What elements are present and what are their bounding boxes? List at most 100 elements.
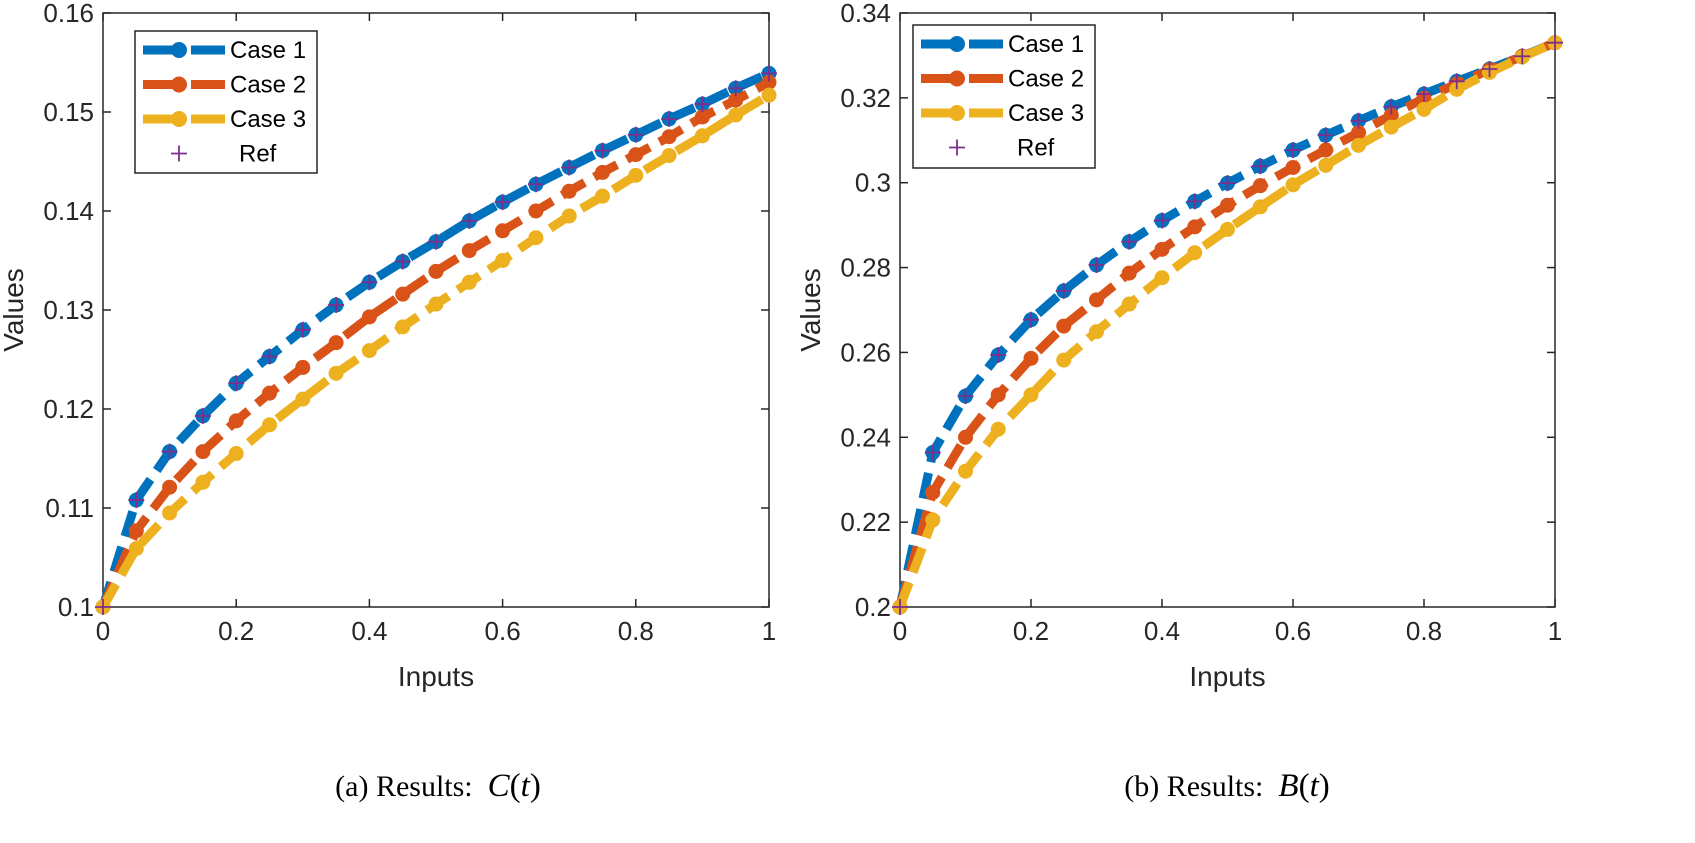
data-point-case-3 bbox=[1351, 137, 1366, 153]
data-point-case-2 bbox=[694, 109, 710, 125]
data-point-case-3 bbox=[1449, 81, 1465, 97]
data-point-ref bbox=[1252, 158, 1269, 175]
caption-argument: t bbox=[1310, 768, 1320, 804]
series-line-case-1 bbox=[98, 69, 771, 609]
data-point-ref bbox=[1186, 193, 1203, 210]
y-tick-label: 0.11 bbox=[45, 493, 94, 523]
caption-close-paren: ) bbox=[1319, 768, 1330, 804]
data-point-case-2 bbox=[1220, 197, 1235, 213]
data-point-ref bbox=[661, 110, 678, 127]
figure-caption: (a) Results: C(t) bbox=[335, 768, 541, 804]
legend-marker-case-1 bbox=[171, 42, 187, 58]
y-tick-label: 0.34 bbox=[840, 0, 891, 28]
data-point-ref bbox=[1416, 86, 1432, 103]
x-tick-label: 0.8 bbox=[1406, 616, 1442, 646]
y-tick-label: 0.15 bbox=[43, 97, 94, 127]
data-point-case-3 bbox=[1416, 101, 1432, 117]
data-point-case-2 bbox=[561, 183, 577, 199]
data-point-ref bbox=[1219, 175, 1236, 192]
data-point-case-2 bbox=[128, 523, 144, 539]
y-tick-label: 0.26 bbox=[840, 337, 891, 367]
legend-marker-case-1 bbox=[949, 36, 965, 52]
data-point-case-2 bbox=[528, 203, 544, 219]
data-point-ref bbox=[261, 348, 278, 365]
data-point-case-3 bbox=[1383, 119, 1399, 135]
data-point-case-2 bbox=[1351, 125, 1366, 141]
data-point-case-2 bbox=[1383, 107, 1399, 123]
data-point-case-2 bbox=[728, 92, 744, 108]
y-tick-label: 0.14 bbox=[43, 196, 94, 226]
data-point-ref bbox=[494, 194, 511, 211]
data-point-ref bbox=[1481, 61, 1498, 78]
data-point-case-3 bbox=[228, 446, 244, 462]
y-tick-label: 0.13 bbox=[43, 295, 94, 325]
legend-label-case-1: Case 1 bbox=[1008, 31, 1084, 58]
y-axis-label: Values bbox=[795, 268, 826, 352]
data-point-case-2 bbox=[990, 387, 1006, 403]
y-tick-label: 0.12 bbox=[43, 394, 94, 424]
caption-close-paren: ) bbox=[530, 768, 541, 804]
data-point-ref bbox=[924, 444, 941, 461]
data-point-ref bbox=[1154, 212, 1170, 229]
x-tick-label: 0 bbox=[893, 616, 907, 646]
x-tick-label: 1 bbox=[1548, 616, 1562, 646]
legend-marker-ref bbox=[171, 145, 187, 162]
data-point-ref bbox=[1448, 73, 1465, 90]
data-point-case-3 bbox=[661, 148, 677, 164]
data-point-case-2 bbox=[1318, 142, 1334, 158]
series-layer bbox=[892, 34, 1563, 615]
data-point-case-3 bbox=[990, 421, 1006, 437]
data-point-ref bbox=[394, 253, 411, 270]
data-point-case-2 bbox=[1187, 219, 1203, 235]
data-point-case-3 bbox=[958, 463, 973, 479]
caption-open-paren: ( bbox=[1299, 768, 1310, 804]
legend-label-case-1: Case 1 bbox=[230, 37, 306, 64]
data-point-case-2 bbox=[595, 164, 610, 180]
legend-marker-case-2 bbox=[949, 70, 965, 87]
caption-open-paren: ( bbox=[510, 768, 521, 804]
y-tick-label: 0.1 bbox=[58, 592, 94, 622]
data-point-ref bbox=[1055, 282, 1072, 299]
data-point-case-3 bbox=[628, 167, 644, 183]
x-tick-label: 0.6 bbox=[485, 616, 521, 646]
legend-marker-case-2 bbox=[171, 76, 187, 93]
data-point-case-2 bbox=[228, 413, 244, 429]
data-point-case-3 bbox=[262, 417, 277, 433]
data-point-case-3 bbox=[694, 128, 710, 144]
data-point-case-2 bbox=[328, 335, 344, 351]
legend-label-case-3: Case 3 bbox=[230, 106, 306, 133]
data-point-case-2 bbox=[195, 444, 211, 460]
data-point-ref bbox=[627, 126, 644, 143]
legend-label-case-2: Case 2 bbox=[1008, 66, 1084, 93]
legend-label-ref: Ref bbox=[1017, 135, 1055, 162]
y-tick-label: 0.2 bbox=[855, 592, 891, 622]
x-tick-label: 1 bbox=[762, 616, 776, 646]
legend-label-case-3: Case 3 bbox=[1008, 100, 1084, 127]
data-point-case-2 bbox=[495, 223, 511, 239]
caption-prefix: (a) Results: bbox=[335, 770, 487, 803]
data-point-ref bbox=[294, 321, 311, 338]
data-point-case-3 bbox=[761, 87, 777, 103]
data-point-ref bbox=[892, 599, 908, 615]
caption-function: B bbox=[1278, 768, 1298, 804]
data-point-ref bbox=[1121, 233, 1138, 250]
data-point-case-2 bbox=[1056, 318, 1072, 334]
data-point-case-2 bbox=[958, 429, 973, 445]
series-layer bbox=[95, 65, 777, 615]
data-point-case-2 bbox=[162, 479, 178, 495]
data-point-ref bbox=[594, 142, 611, 159]
data-point-case-3 bbox=[395, 319, 411, 335]
caption-argument: t bbox=[521, 768, 531, 804]
legend-label-case-2: Case 2 bbox=[230, 72, 306, 99]
data-point-case-3 bbox=[428, 296, 444, 312]
x-tick-label: 0.8 bbox=[618, 616, 654, 646]
y-tick-label: 0.22 bbox=[840, 507, 891, 537]
data-point-case-2 bbox=[395, 286, 411, 302]
x-tick-label: 0.2 bbox=[1013, 616, 1049, 646]
data-point-case-3 bbox=[728, 107, 744, 123]
data-point-case-3 bbox=[162, 505, 178, 521]
data-point-ref bbox=[1514, 48, 1531, 65]
caption-function: C bbox=[488, 768, 511, 804]
data-point-case-3 bbox=[1187, 245, 1203, 261]
data-point-ref bbox=[194, 407, 211, 424]
